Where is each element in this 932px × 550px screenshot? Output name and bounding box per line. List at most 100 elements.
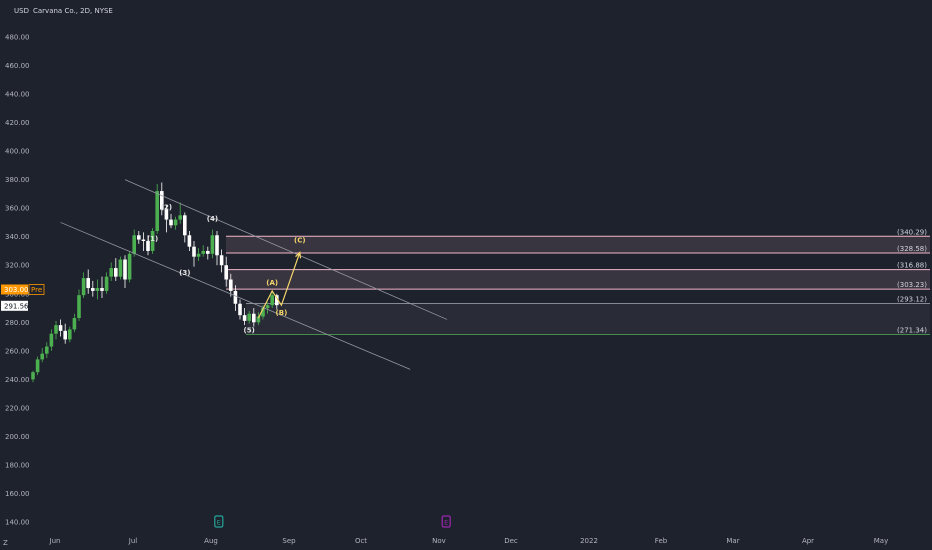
- level-label: (271.34): [897, 327, 927, 335]
- candle: [45, 342, 49, 358]
- candle-body: [270, 295, 274, 306]
- candle: [141, 232, 146, 251]
- wave-label: (4): [207, 215, 218, 223]
- event-marker: [441, 515, 451, 528]
- candle-body: [63, 330, 67, 340]
- wave-label: (3): [179, 269, 190, 277]
- candle: [164, 205, 169, 233]
- channel-lower-line[interactable]: [60, 222, 411, 370]
- candle-body: [196, 253, 201, 257]
- x-tick-label: May: [874, 537, 888, 545]
- candle-body: [242, 315, 247, 321]
- candle: [169, 213, 173, 229]
- event-marker: [214, 515, 224, 528]
- candle-body: [123, 259, 127, 280]
- y-tick-label: 140.00: [5, 519, 30, 527]
- corner-label: Z: [3, 539, 8, 547]
- projection-arrow-head: [295, 251, 302, 259]
- y-tick-label: 460.00: [5, 62, 30, 70]
- candle-body: [68, 329, 72, 340]
- candle-body: [206, 250, 210, 254]
- zone-band: [226, 236, 930, 253]
- candle-body: [261, 308, 265, 317]
- candles: [31, 182, 279, 383]
- candle-body: [109, 268, 113, 277]
- x-axis[interactable]: Jun Jul Aug Sep Oct Nov Dec 2022 Feb Mar Apr May E E: [49, 515, 889, 545]
- candle: [233, 285, 238, 311]
- price-levels: (340.29) (328.58) (316.88) (303.23) (293.12)…: [226, 228, 930, 336]
- candle-body: [178, 215, 182, 220]
- x-tick-label: Apr: [802, 537, 814, 545]
- candle: [265, 302, 270, 314]
- candle-body: [160, 191, 164, 210]
- candle: [224, 256, 228, 287]
- candle: [160, 182, 164, 216]
- candle: [215, 231, 219, 266]
- y-tick-label: 440.00: [5, 91, 30, 99]
- candle: [68, 326, 72, 343]
- candle-body: [40, 353, 44, 360]
- candle-body: [183, 215, 187, 236]
- candle-body: [118, 259, 123, 277]
- price-tag-extra: Pre: [31, 286, 42, 294]
- candle: [118, 256, 123, 280]
- candle: [72, 313, 77, 333]
- candle-body: [219, 255, 224, 266]
- candle-body: [192, 246, 196, 257]
- level-label: (328.58): [897, 245, 927, 253]
- candle-body: [229, 279, 233, 291]
- candle-body: [173, 219, 178, 226]
- zone-band: [246, 303, 930, 335]
- y-tick-label: 180.00: [5, 461, 30, 469]
- candle-body: [275, 295, 279, 306]
- candle-body: [238, 303, 242, 316]
- currency-label: USD: [14, 7, 29, 15]
- y-tick-label: 220.00: [5, 404, 30, 412]
- wave-label: (1): [147, 235, 158, 243]
- candle: [49, 329, 54, 351]
- candle: [91, 280, 95, 297]
- symbol-title[interactable]: Carvana Co., 2D, NYSE: [33, 7, 113, 15]
- candle: [63, 323, 67, 344]
- candle: [127, 250, 132, 283]
- projection-path[interactable]: [257, 252, 301, 319]
- y-tick-label: 480.00: [5, 34, 30, 42]
- earnings-event-icon[interactable]: E: [214, 515, 224, 528]
- candle: [178, 202, 182, 224]
- candle: [81, 272, 86, 299]
- earnings-event-icon[interactable]: E: [441, 515, 451, 528]
- candle: [201, 245, 205, 257]
- channel-upper-line[interactable]: [124, 179, 448, 320]
- candle-body: [114, 268, 118, 277]
- wave-label: (B): [276, 309, 288, 317]
- price-tag: 291.56: [1, 300, 29, 311]
- candle: [77, 289, 81, 321]
- candle: [35, 356, 40, 376]
- candle-body: [31, 372, 35, 380]
- candle: [109, 262, 113, 281]
- x-tick-label: Jul: [128, 537, 138, 545]
- wave-label: (A): [266, 279, 278, 287]
- candle-body: [146, 240, 150, 251]
- candle-body: [265, 305, 270, 309]
- candle: [104, 272, 109, 294]
- candle: [210, 229, 215, 259]
- candle: [219, 249, 224, 273]
- candle-body: [215, 235, 219, 256]
- candle: [146, 235, 150, 256]
- candle: [114, 258, 118, 281]
- price-tag-value: 303.00: [4, 286, 29, 294]
- level-label: (293.12): [897, 296, 927, 304]
- candle: [137, 231, 141, 244]
- candle: [252, 308, 256, 327]
- candle-body: [164, 209, 169, 220]
- y-axis[interactable]: 480.00 460.00 440.00 420.00 400.00 380.00 360.…: [1, 34, 45, 527]
- candle: [150, 228, 155, 254]
- candle: [173, 216, 178, 230]
- level-label: (340.29): [897, 228, 927, 236]
- x-tick-label: Dec: [504, 537, 518, 545]
- candle-body: [86, 278, 90, 289]
- candle-body: [95, 288, 100, 291]
- candle: [247, 310, 251, 324]
